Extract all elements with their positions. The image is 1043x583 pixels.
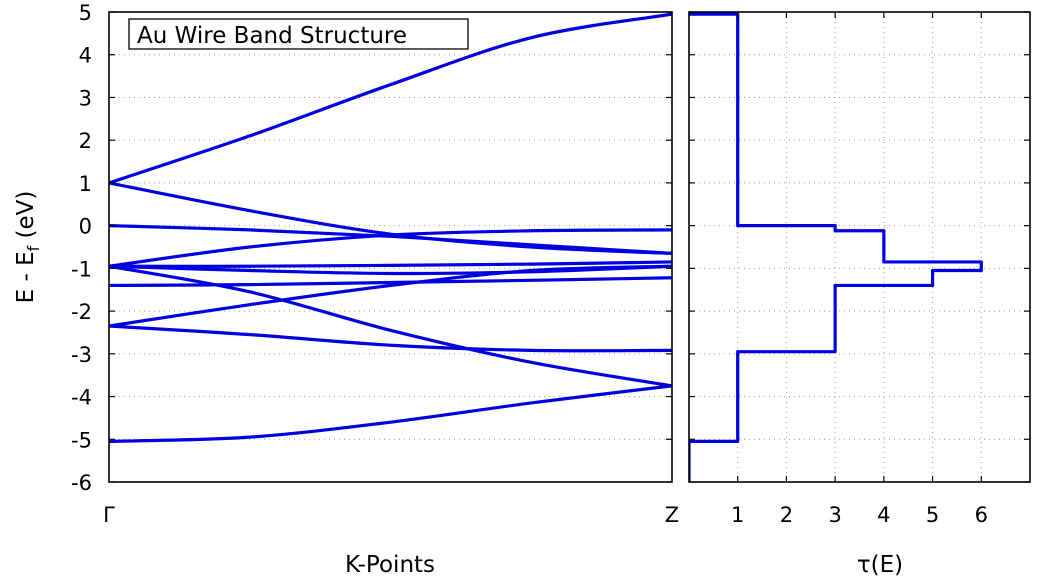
- chart-title: Au Wire Band Structure: [137, 23, 407, 49]
- left-plot-frame: [108, 11, 673, 483]
- right-grid: [689, 11, 1030, 483]
- y-tick-label: 1: [79, 172, 92, 196]
- band-line: [109, 264, 672, 388]
- band-line: [109, 224, 672, 256]
- band-line: [109, 384, 672, 444]
- band-line: [109, 264, 672, 276]
- band-line: [109, 276, 672, 288]
- x-axis-title: K-Points: [345, 552, 435, 578]
- tau-step-line: [689, 12, 983, 482]
- band-line: [109, 181, 672, 256]
- y-tick-label: 3: [79, 86, 92, 110]
- band-line: [109, 12, 672, 185]
- x-tick-label: 3: [828, 503, 841, 527]
- y-axis-ticks: -6 -5 -4 -3 -2 -1 0 1 2 3 4 5: [71, 1, 672, 495]
- y-tick-label: -1: [71, 257, 92, 281]
- y-tick-label: 4: [79, 44, 92, 68]
- y-tick-label: -5: [71, 428, 92, 452]
- x-tick-label: Z: [665, 503, 679, 527]
- right-plot-frame: [688, 11, 1031, 483]
- x-tick-label: 1: [731, 503, 744, 527]
- x-tick-label: Γ: [103, 503, 115, 527]
- title-box: [128, 18, 469, 50]
- band-line: [109, 324, 672, 353]
- y-tick-label: -2: [71, 300, 92, 324]
- y-tick-label: 0: [79, 215, 92, 239]
- y-tick-label: 2: [79, 129, 92, 153]
- band-line: [109, 260, 672, 268]
- y-tick-label: 5: [79, 1, 92, 25]
- band-lines: [109, 12, 672, 444]
- y-axis-title: E - Ef (eV): [13, 191, 43, 304]
- x-tick-label: 5: [926, 503, 939, 527]
- tau-axis-ticks: 1 2 3 4 5 6: [689, 11, 1030, 527]
- y-tick-label: -6: [71, 471, 92, 495]
- x-tick-label: 2: [780, 503, 793, 527]
- tau-axis-title: τ(E): [857, 552, 903, 578]
- y-tick-label: -4: [71, 386, 92, 410]
- x-tick-label: 4: [877, 503, 890, 527]
- tau-step-path: [689, 12, 983, 482]
- y-tick-label: -3: [71, 343, 92, 367]
- x-tick-label: 6: [975, 503, 988, 527]
- band-line: [109, 264, 672, 328]
